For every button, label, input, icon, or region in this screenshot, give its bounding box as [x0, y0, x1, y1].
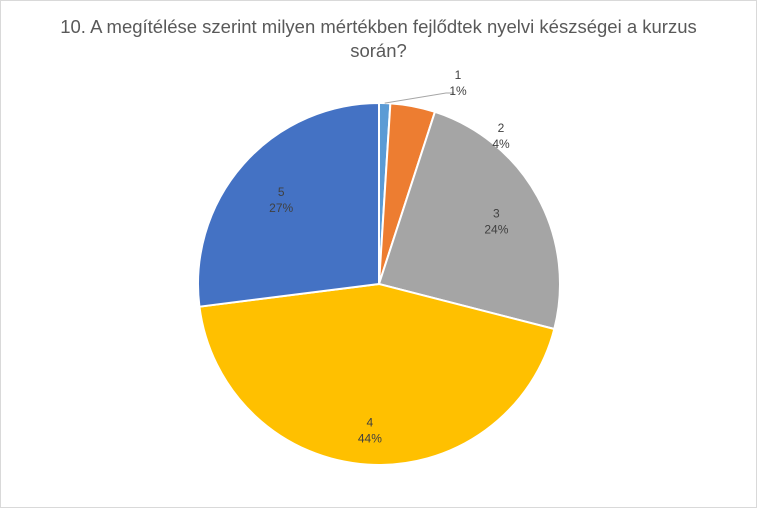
data-label-percent-5: 27% [269, 201, 293, 215]
leader-line-1 [384, 92, 454, 104]
pie-slices [197, 101, 561, 466]
data-labels: 11%24%324%444%527% [269, 68, 510, 446]
pie-slice-5 [197, 101, 380, 308]
data-label-percent-4: 44% [358, 432, 382, 446]
chart-title: 10. A megítélése szerint milyen mértékbe… [1, 15, 756, 63]
data-label-category-1: 1 [455, 68, 462, 82]
chart-title-line-1: 10. A megítélése szerint milyen mértékbe… [60, 16, 697, 37]
pie-slice-4 [198, 282, 556, 466]
data-label-percent-3: 24% [484, 223, 508, 237]
leader-lines [384, 92, 454, 104]
pie-slice-3 [377, 110, 561, 331]
data-label-category-4: 4 [367, 416, 374, 430]
chart-title-line-2: során? [350, 40, 407, 61]
data-label-category-2: 2 [498, 121, 505, 135]
data-label-category-5: 5 [278, 185, 285, 199]
data-label-category-3: 3 [493, 207, 500, 221]
data-label-percent-1: 1% [449, 84, 467, 98]
data-label-percent-2: 4% [492, 137, 510, 151]
